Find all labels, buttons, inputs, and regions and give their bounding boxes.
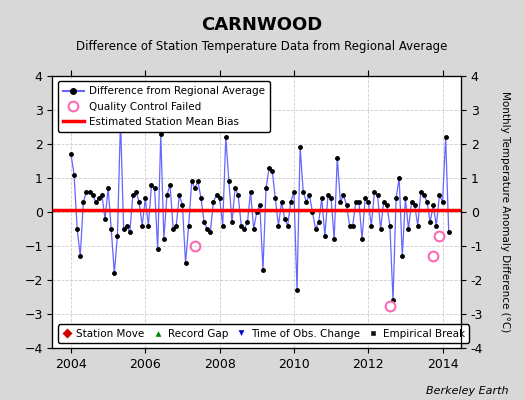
Text: Berkeley Earth: Berkeley Earth [426,386,508,396]
Legend: Station Move, Record Gap, Time of Obs. Change, Empirical Break: Station Move, Record Gap, Time of Obs. C… [58,324,469,343]
Y-axis label: Monthly Temperature Anomaly Difference (°C): Monthly Temperature Anomaly Difference (… [500,91,510,333]
Text: Difference of Station Temperature Data from Regional Average: Difference of Station Temperature Data f… [77,40,447,53]
Text: CARNWOOD: CARNWOOD [201,16,323,34]
